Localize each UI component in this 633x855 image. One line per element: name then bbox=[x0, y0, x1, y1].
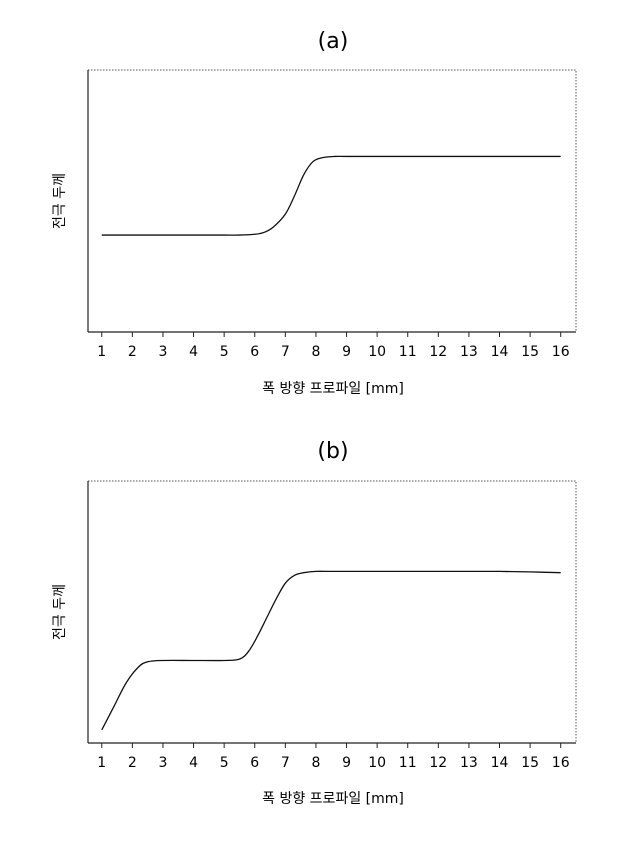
x-tick-label: 8 bbox=[311, 755, 320, 771]
chart-title: (a) bbox=[318, 29, 349, 54]
chart-panel-b: (b) 12345678910111213141516 폭 방향 프로파일 [m… bbox=[52, 439, 576, 807]
y-axis-label: 전극 두께 bbox=[52, 173, 68, 229]
x-tick-label: 14 bbox=[491, 344, 509, 360]
x-tick-label: 5 bbox=[220, 344, 229, 360]
x-tick-label: 10 bbox=[368, 344, 386, 360]
x-ticks: 12345678910111213141516 bbox=[97, 332, 569, 360]
y-axis-label: 전극 두께 bbox=[52, 584, 68, 640]
x-tick-label: 5 bbox=[220, 755, 229, 771]
x-tick-label: 11 bbox=[399, 344, 417, 360]
x-tick-label: 3 bbox=[158, 344, 167, 360]
x-tick-label: 7 bbox=[281, 344, 290, 360]
x-ticks: 12345678910111213141516 bbox=[97, 743, 569, 771]
x-tick-label: 1 bbox=[97, 344, 106, 360]
x-tick-label: 9 bbox=[342, 755, 351, 771]
chart-panel-a: (a) 12345678910111213141516 폭 방향 프로파일 [m… bbox=[52, 29, 576, 397]
x-tick-label: 14 bbox=[491, 755, 509, 771]
x-tick-label: 6 bbox=[250, 755, 259, 771]
x-tick-label: 9 bbox=[342, 344, 351, 360]
x-tick-label: 10 bbox=[368, 755, 386, 771]
x-tick-label: 11 bbox=[399, 755, 417, 771]
x-tick-label: 13 bbox=[460, 755, 478, 771]
x-tick-label: 16 bbox=[552, 755, 570, 771]
x-tick-label: 2 bbox=[128, 344, 137, 360]
x-tick-label: 3 bbox=[158, 755, 167, 771]
chart-title: (b) bbox=[317, 439, 348, 464]
x-tick-label: 12 bbox=[429, 755, 447, 771]
x-tick-label: 16 bbox=[552, 344, 570, 360]
x-tick-label: 6 bbox=[250, 344, 259, 360]
plot-frame bbox=[88, 70, 576, 332]
x-tick-label: 4 bbox=[189, 344, 198, 360]
x-axis-label: 폭 방향 프로파일 [mm] bbox=[262, 381, 404, 397]
series-line bbox=[102, 156, 561, 235]
x-axis-label: 폭 방향 프로파일 [mm] bbox=[262, 791, 404, 807]
x-tick-label: 1 bbox=[97, 755, 106, 771]
x-tick-label: 8 bbox=[311, 344, 320, 360]
x-tick-label: 4 bbox=[189, 755, 198, 771]
x-tick-label: 7 bbox=[281, 755, 290, 771]
x-tick-label: 15 bbox=[521, 755, 539, 771]
x-tick-label: 2 bbox=[128, 755, 137, 771]
series-line bbox=[102, 571, 561, 730]
x-tick-label: 13 bbox=[460, 344, 478, 360]
plot-frame bbox=[88, 481, 576, 743]
x-tick-label: 12 bbox=[429, 344, 447, 360]
x-tick-label: 15 bbox=[521, 344, 539, 360]
